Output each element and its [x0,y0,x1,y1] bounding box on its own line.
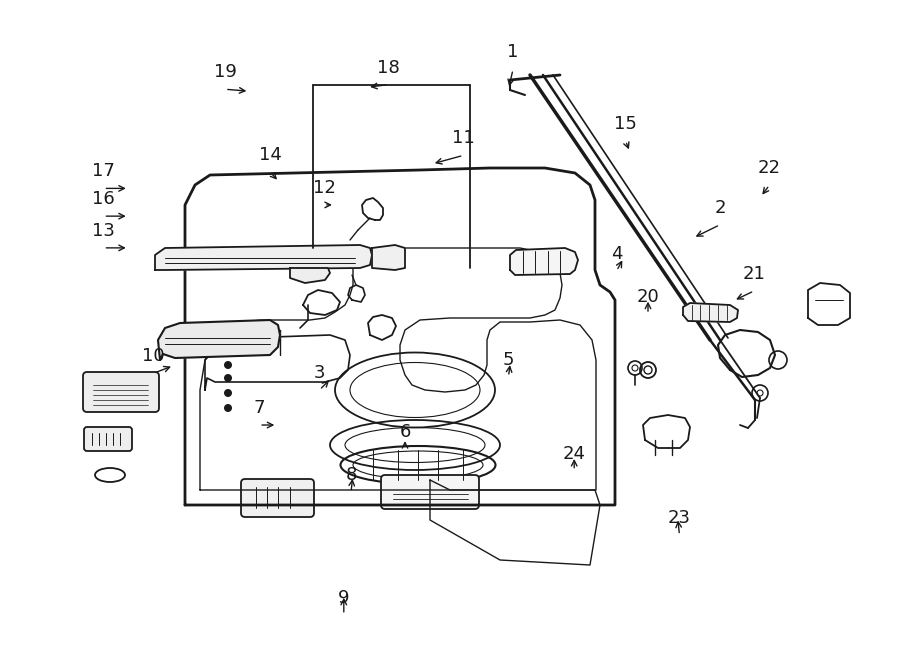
FancyBboxPatch shape [83,372,159,412]
Circle shape [224,361,232,369]
Polygon shape [158,320,280,360]
Circle shape [224,346,232,354]
Text: 17: 17 [92,163,115,180]
Text: 1: 1 [508,44,518,61]
FancyBboxPatch shape [241,479,314,517]
Text: 14: 14 [258,146,282,164]
Text: 20: 20 [636,288,660,306]
Text: 10: 10 [141,348,165,366]
Polygon shape [683,303,738,322]
Text: 8: 8 [346,467,356,485]
Text: 24: 24 [562,445,586,463]
Polygon shape [155,245,372,270]
Text: 22: 22 [758,159,781,177]
Text: 12: 12 [312,179,336,197]
Text: 7: 7 [254,399,265,417]
Circle shape [224,389,232,397]
Polygon shape [372,245,405,270]
Text: 5: 5 [503,351,514,369]
Circle shape [224,404,232,412]
Text: 6: 6 [400,424,410,442]
Text: 2: 2 [715,199,725,217]
FancyBboxPatch shape [84,427,132,451]
Text: 3: 3 [314,364,325,382]
Text: 18: 18 [377,59,400,77]
Text: 19: 19 [213,63,237,81]
Polygon shape [290,268,330,283]
Text: 21: 21 [742,265,766,283]
Text: 9: 9 [338,589,349,607]
Circle shape [224,374,232,382]
Polygon shape [510,248,578,275]
Text: 16: 16 [92,190,115,208]
Text: 13: 13 [92,222,115,240]
FancyBboxPatch shape [381,475,479,509]
Text: 11: 11 [452,130,475,147]
Text: 4: 4 [611,245,622,263]
Text: 15: 15 [614,115,637,133]
Text: 23: 23 [668,510,691,527]
